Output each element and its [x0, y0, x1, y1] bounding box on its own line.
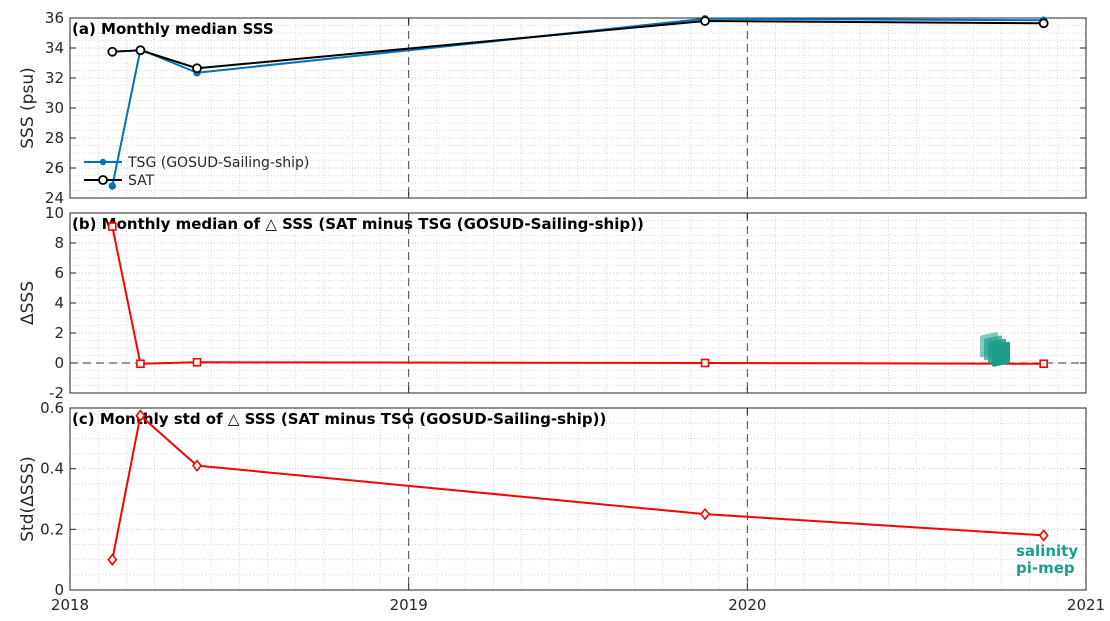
y-tick-label: 2	[54, 324, 64, 342]
y-tick-label: 24	[45, 189, 64, 207]
y-tick-label: 4	[54, 294, 64, 312]
panel-title: (c) Monthly std of △ SSS (SAT minus TSG …	[72, 410, 606, 428]
data-point	[108, 222, 117, 231]
legend-label: SAT	[128, 173, 155, 189]
data-point	[700, 16, 710, 26]
data-point	[1038, 529, 1049, 542]
y-tick-label: 0.6	[40, 399, 64, 417]
y-tick-label: 34	[45, 39, 64, 57]
data-point	[135, 45, 146, 56]
series-sat	[107, 16, 1049, 74]
y-tick-label: 32	[45, 69, 64, 87]
data-point	[107, 46, 118, 57]
data-point	[192, 63, 202, 74]
y-tick-label: 0.2	[40, 520, 64, 538]
panel-b: -2 0 2 4 6 8 10 ΔSSS (b) Monthly median of △ SSS…	[18, 204, 1087, 402]
panel-a: 24 26 28 30 32 34 36 SSS (psu) (a) Monthly media…	[18, 9, 1087, 207]
logo-icon	[980, 332, 1010, 367]
y-tick-label: 0	[54, 354, 64, 372]
x-tick-label: 2018	[51, 596, 89, 614]
data-point	[136, 359, 145, 369]
x-tick-label: 2020	[728, 596, 766, 614]
data-point	[135, 409, 146, 422]
logo-text-line1: salinity	[1016, 542, 1078, 560]
legend-label: TSG (GOSUD-Sailing-ship)	[127, 155, 309, 171]
legend-marker	[98, 175, 108, 185]
data-point	[108, 182, 117, 190]
y-tick-label: 10	[45, 204, 64, 222]
data-point	[699, 507, 711, 521]
y-axis-label: Std(ΔSSS)	[18, 456, 38, 542]
y-tick-label: 36	[45, 9, 64, 27]
y-tick-label: 0.4	[40, 460, 64, 478]
y-axis-label: ΔSSS	[18, 281, 38, 325]
y-axis-label: SSS (psu)	[18, 67, 38, 148]
axes-box	[69, 407, 1087, 591]
x-tick-label: 2019	[390, 596, 428, 614]
panel-c: 0 0.2 0.4 0.6 Std(ΔSSS) (c) Monthly std of △ …	[18, 399, 1087, 599]
y-tick-label: 26	[45, 159, 64, 177]
y-tick-label: 8	[54, 234, 64, 252]
y-tick-label: -2	[49, 384, 64, 402]
data-point	[107, 553, 118, 566]
data-point	[192, 357, 202, 367]
panel-title: (a) Monthly median SSS	[72, 20, 274, 38]
data-point	[700, 358, 710, 368]
x-tick-label: 2021	[1067, 596, 1105, 614]
y-tick-label: 6	[54, 264, 64, 282]
y-tick-label: 30	[45, 99, 64, 117]
panel-title: (b) Monthly median of △ SSS (SAT minus T…	[72, 215, 644, 233]
data-point	[1038, 18, 1049, 29]
data-point	[1039, 359, 1048, 369]
series-line	[111, 414, 1044, 560]
minor-grid	[70, 408, 1086, 590]
series-delta	[108, 222, 1048, 369]
logo-text-line2: pi-mep	[1016, 559, 1075, 577]
data-point	[191, 459, 203, 472]
legend: TSG (GOSUD-Sailing-ship) SAT	[84, 155, 309, 189]
legend-marker	[99, 158, 107, 166]
y-tick-label: 0	[54, 581, 64, 599]
series-delta	[107, 409, 1049, 566]
y-tick-label: 28	[45, 129, 64, 147]
logo-layer	[992, 341, 1010, 367]
